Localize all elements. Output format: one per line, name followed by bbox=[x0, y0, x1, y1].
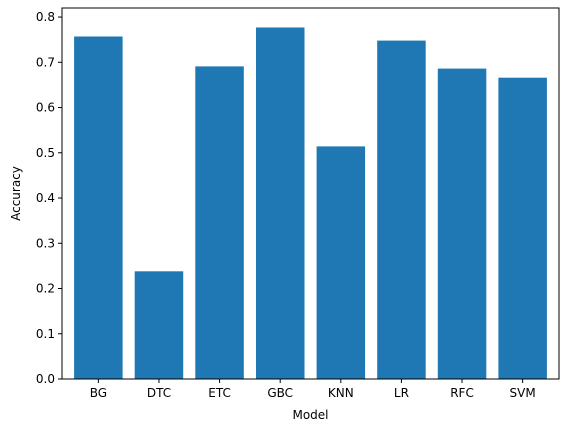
y-tick-label: 0.2 bbox=[36, 282, 55, 296]
y-tick-label: 0.0 bbox=[36, 372, 55, 386]
bar-knn bbox=[316, 146, 366, 379]
y-tick-label: 0.6 bbox=[36, 101, 55, 115]
plot-frame bbox=[61, 7, 560, 380]
y-axis-label: Accuracy bbox=[9, 166, 23, 221]
y-tick-label: 0.8 bbox=[36, 10, 55, 24]
x-tick-label-svm: SVM bbox=[510, 386, 536, 400]
y-tick-label: 0.5 bbox=[36, 146, 55, 160]
y-tick-label: 0.3 bbox=[36, 236, 55, 250]
x-tick-label-bg: BG bbox=[90, 386, 107, 400]
bar-dtc bbox=[134, 271, 184, 379]
x-tick-label-lr: LR bbox=[394, 386, 409, 400]
bar-lr bbox=[377, 40, 426, 379]
x-tick-label-knn: KNN bbox=[328, 386, 354, 400]
bar-etc bbox=[195, 66, 244, 380]
y-tick-label: 0.7 bbox=[36, 55, 55, 69]
bar-rfc bbox=[437, 68, 487, 379]
bar-gbc bbox=[256, 27, 305, 379]
x-tick-label-gbc: GBC bbox=[267, 386, 293, 400]
x-tick-label-dtc: DTC bbox=[147, 386, 171, 400]
bar-svm bbox=[498, 77, 547, 379]
x-tick-label-rfc: RFC bbox=[450, 386, 474, 400]
x-tick-label-etc: ETC bbox=[208, 386, 231, 400]
bar-bg bbox=[74, 36, 123, 379]
bars-group bbox=[74, 27, 547, 380]
x-axis-ticks: BG DTC ETC GBC KNN LR RFC SVM bbox=[90, 379, 536, 400]
x-axis-label: Model bbox=[292, 408, 328, 422]
y-tick-label: 0.4 bbox=[36, 191, 55, 205]
y-tick-label: 0.1 bbox=[36, 327, 55, 341]
y-axis-ticks: 0.0 0.1 0.2 0.3 0.4 0.5 0.6 0.7 0.8 bbox=[36, 10, 62, 386]
